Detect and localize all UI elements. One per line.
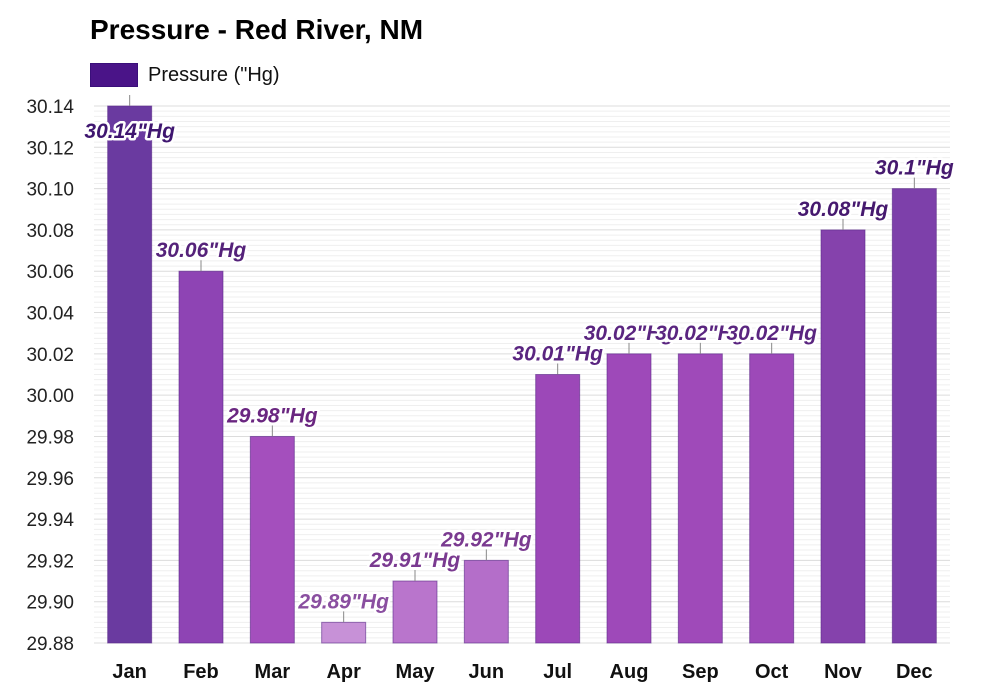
- data-label: 30.08"Hg: [798, 198, 889, 221]
- x-tick-label: Apr: [326, 661, 361, 683]
- data-label: 30.02"Hg: [655, 322, 746, 345]
- x-tick-label: Dec: [896, 661, 933, 683]
- y-tick-label: 30.08: [26, 221, 74, 242]
- data-label: 30.02"Hg: [726, 322, 817, 345]
- y-tick-label: 30.04: [26, 304, 74, 325]
- bar: [463, 559, 509, 644]
- chart-title: Pressure - Red River, NM: [90, 14, 424, 45]
- bar: [535, 374, 581, 644]
- data-label: 30.14"Hg: [84, 120, 175, 143]
- x-tick-label: Nov: [824, 661, 863, 683]
- y-tick-label: 29.90: [26, 593, 74, 614]
- y-tick-label: 30.14: [26, 97, 74, 118]
- y-tick-label: 29.92: [26, 551, 74, 572]
- y-tick-label: 30.10: [26, 180, 74, 201]
- data-label: 29.98"Hg: [226, 404, 318, 427]
- x-tick-label: Sep: [682, 661, 719, 683]
- data-label: 30.1"Hg: [875, 157, 954, 180]
- bar: [107, 105, 153, 644]
- legend-label: Pressure ("Hg): [148, 63, 280, 86]
- data-label: 30.06"Hg: [156, 239, 247, 262]
- y-tick-label: 29.88: [26, 634, 74, 655]
- bar: [392, 580, 438, 644]
- y-tick-label: 30.12: [26, 138, 74, 159]
- data-label: 29.92"Hg: [440, 528, 532, 551]
- bar: [677, 353, 723, 644]
- y-tick-label: 29.94: [26, 510, 74, 531]
- x-tick-label: Aug: [610, 661, 649, 683]
- x-tick-label: Oct: [755, 661, 789, 683]
- data-label: 29.89"Hg: [297, 590, 389, 613]
- x-tick-label: Jan: [112, 661, 146, 683]
- x-tick-label: Jul: [543, 661, 572, 683]
- x-tick-label: Jun: [469, 661, 505, 683]
- data-label: 30.02"Hg: [584, 322, 675, 345]
- bar: [249, 435, 295, 644]
- bar: [321, 621, 367, 644]
- bar: [749, 353, 795, 644]
- bar: [891, 188, 937, 644]
- y-tick-label: 29.98: [26, 427, 74, 448]
- x-tick-label: Mar: [255, 661, 291, 683]
- legend-swatch: [90, 63, 138, 87]
- bar: [178, 270, 224, 644]
- y-tick-label: 30.00: [26, 386, 74, 407]
- x-tick-label: May: [396, 661, 436, 683]
- y-tick-label: 30.02: [26, 345, 74, 366]
- bar: [820, 229, 866, 644]
- x-tick-label: Feb: [183, 661, 219, 683]
- y-tick-label: 30.06: [26, 262, 74, 283]
- bar: [606, 353, 652, 644]
- legend: Pressure ("Hg): [90, 62, 280, 88]
- data-label: 29.91"Hg: [369, 549, 461, 572]
- y-tick-label: 29.96: [26, 469, 74, 490]
- data-label: 30.01"Hg: [512, 343, 603, 366]
